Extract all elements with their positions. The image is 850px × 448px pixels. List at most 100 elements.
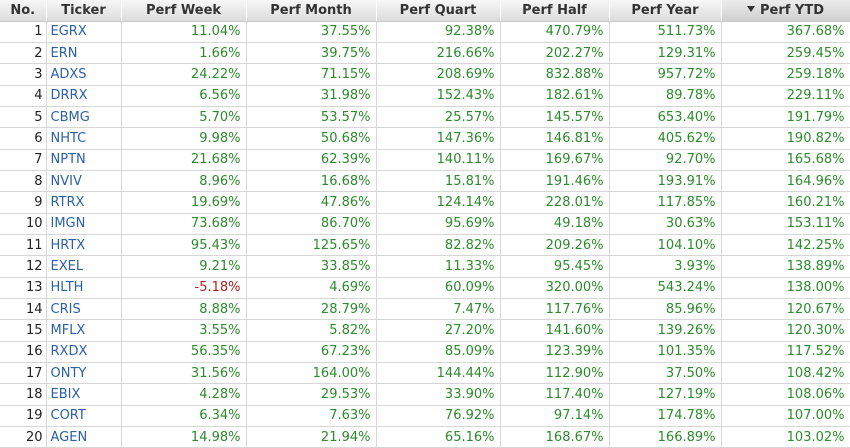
row-number: 3 [0, 63, 47, 86]
perf-year-cell: 85.96% [609, 298, 722, 321]
ticker-link[interactable]: RTRX [46, 191, 122, 214]
perf-week-cell: 95.43% [121, 234, 247, 257]
ticker-link[interactable]: RXDX [46, 341, 122, 364]
ticker-link[interactable]: CORT [46, 405, 122, 428]
table-row[interactable]: 11 HRTX 95.43% 125.65% 82.82% 209.26% 104.10% 1… [0, 234, 850, 257]
perf-week-cell: 73.68% [121, 213, 247, 235]
perf-week-cell: 5.70% [121, 106, 247, 129]
perf-week-cell: -5.18% [121, 277, 247, 299]
row-number: 6 [0, 127, 47, 150]
perf-month-cell: 28.79% [246, 298, 377, 321]
perf-year-cell: 101.35% [609, 341, 722, 364]
perf-half-cell: 117.76% [500, 298, 610, 321]
perf-year-cell: 174.78% [609, 405, 722, 428]
table-row[interactable]: 5 CBMG 5.70% 53.57% 25.57% 145.57% 653.40% 191.… [0, 106, 850, 129]
column-header-perf-quart[interactable]: Perf Quart [376, 0, 501, 22]
row-number: 4 [0, 85, 47, 107]
table-row[interactable]: 18 EBIX 4.28% 29.53% 33.90% 117.40% 127.19% 108… [0, 383, 850, 406]
perf-year-cell: 3.93% [609, 255, 722, 278]
row-number: 15 [0, 319, 47, 342]
perf-quart-cell: 25.57% [376, 106, 501, 129]
table-row[interactable]: 2 ERN 1.66% 39.75% 216.66% 202.27% 129.31% 259.… [0, 42, 850, 65]
ticker-link[interactable]: MFLX [46, 319, 122, 342]
ticker-link[interactable]: EXEL [46, 255, 122, 278]
perf-quart-cell: 208.69% [376, 63, 501, 86]
perf-half-cell: 97.14% [500, 405, 610, 428]
ticker-link[interactable]: CRIS [46, 298, 122, 321]
perf-ytd-cell: 153.11% [721, 213, 850, 235]
ticker-link[interactable]: EGRX [46, 21, 122, 43]
table-row[interactable]: 17 ONTY 31.56% 164.00% 144.44% 112.90% 37.50% 1… [0, 362, 850, 385]
ticker-link[interactable]: DRRX [46, 85, 122, 107]
ticker-link[interactable]: AGEN [46, 426, 122, 448]
perf-ytd-cell: 191.79% [721, 106, 850, 129]
perf-ytd-cell: 259.45% [721, 42, 850, 65]
perf-month-cell: 62.39% [246, 149, 377, 171]
perf-quart-cell: 76.92% [376, 405, 501, 428]
sort-desc-icon [746, 5, 755, 12]
column-header-perf-ytd[interactable]: Perf YTD [721, 0, 850, 22]
perf-half-cell: 470.79% [500, 21, 610, 43]
column-header-label: Perf Year [631, 2, 699, 18]
perf-half-cell: 146.81% [500, 127, 610, 150]
table-row[interactable]: 14 CRIS 8.88% 28.79% 7.47% 117.76% 85.96% 120.6… [0, 298, 850, 321]
perf-week-cell: 24.22% [121, 63, 247, 86]
perf-year-cell: 653.40% [609, 106, 722, 129]
table-row[interactable]: 20 AGEN 14.98% 21.94% 65.16% 168.67% 166.89% 10… [0, 426, 850, 448]
perf-year-cell: 37.50% [609, 362, 722, 385]
ticker-link[interactable]: EBIX [46, 383, 122, 406]
perf-half-cell: 832.88% [500, 63, 610, 86]
table-row[interactable]: 3 ADXS 24.22% 71.15% 208.69% 832.88% 957.72% 25… [0, 63, 850, 86]
column-header-label: Perf Month [270, 2, 352, 18]
row-number: 14 [0, 298, 47, 321]
perf-ytd-cell: 160.21% [721, 191, 850, 214]
column-header-perf-week[interactable]: Perf Week [121, 0, 247, 22]
perf-ytd-cell: 107.00% [721, 405, 850, 428]
table-row[interactable]: 4 DRRX 6.56% 31.98% 152.43% 182.61% 89.78% 229.… [0, 85, 850, 107]
ticker-link[interactable]: HRTX [46, 234, 122, 257]
ticker-link[interactable]: NPTN [46, 149, 122, 171]
perf-month-cell: 50.68% [246, 127, 377, 150]
perf-half-cell: 202.27% [500, 42, 610, 65]
table-row[interactable]: 12 EXEL 9.21% 33.85% 11.33% 95.45% 3.93% 138.89… [0, 255, 850, 278]
perf-month-cell: 125.65% [246, 234, 377, 257]
table-row[interactable]: 6 NHTC 9.98% 50.68% 147.36% 146.81% 405.62% 190… [0, 127, 850, 150]
table-row[interactable]: 13 HLTH -5.18% 4.69% 60.09% 320.00% 543.24% 138… [0, 277, 850, 299]
ticker-link[interactable]: IMGN [46, 213, 122, 235]
column-header-perf-half[interactable]: Perf Half [500, 0, 610, 22]
table-row[interactable]: 8 NVIV 8.96% 16.68% 15.81% 191.46% 193.91% 164.… [0, 170, 850, 193]
perf-quart-cell: 95.69% [376, 213, 501, 235]
perf-quart-cell: 124.14% [376, 191, 501, 214]
perf-week-cell: 3.55% [121, 319, 247, 342]
ticker-link[interactable]: ERN [46, 42, 122, 65]
perf-month-cell: 4.69% [246, 277, 377, 299]
perf-year-cell: 92.70% [609, 149, 722, 171]
table-row[interactable]: 10 IMGN 73.68% 86.70% 95.69% 49.18% 30.63% 153.… [0, 213, 850, 235]
table-row[interactable]: 1 EGRX 11.04% 37.55% 92.38% 470.79% 511.73% 367… [0, 21, 850, 43]
perf-month-cell: 67.23% [246, 341, 377, 364]
perf-year-cell: 89.78% [609, 85, 722, 107]
perf-ytd-cell: 164.96% [721, 170, 850, 193]
table-row[interactable]: 15 MFLX 3.55% 5.82% 27.20% 141.60% 139.26% 120.… [0, 319, 850, 342]
table-row[interactable]: 7 NPTN 21.68% 62.39% 140.11% 169.67% 92.70% 165… [0, 149, 850, 171]
perf-ytd-cell: 117.52% [721, 341, 850, 364]
column-header-no[interactable]: No. [0, 0, 47, 22]
table-row[interactable]: 19 CORT 6.34% 7.63% 76.92% 97.14% 174.78% 107.0… [0, 405, 850, 428]
ticker-link[interactable]: NVIV [46, 170, 122, 193]
column-header-ticker[interactable]: Ticker [46, 0, 122, 22]
column-header-label: Perf YTD [759, 2, 824, 18]
ticker-link[interactable]: ONTY [46, 362, 122, 385]
column-header-perf-year[interactable]: Perf Year [609, 0, 722, 22]
column-header-perf-month[interactable]: Perf Month [246, 0, 377, 22]
perf-week-cell: 14.98% [121, 426, 247, 448]
table-row[interactable]: 9 RTRX 19.69% 47.86% 124.14% 228.01% 117.85% 16… [0, 191, 850, 214]
ticker-link[interactable]: CBMG [46, 106, 122, 129]
ticker-link[interactable]: ADXS [46, 63, 122, 86]
perf-month-cell: 86.70% [246, 213, 377, 235]
table-row[interactable]: 16 RXDX 56.35% 67.23% 85.09% 123.39% 101.35% 11… [0, 341, 850, 364]
ticker-link[interactable]: NHTC [46, 127, 122, 150]
perf-half-cell: 320.00% [500, 277, 610, 299]
perf-ytd-cell: 108.06% [721, 383, 850, 406]
ticker-link[interactable]: HLTH [46, 277, 122, 299]
column-header-label: Ticker [61, 2, 106, 18]
